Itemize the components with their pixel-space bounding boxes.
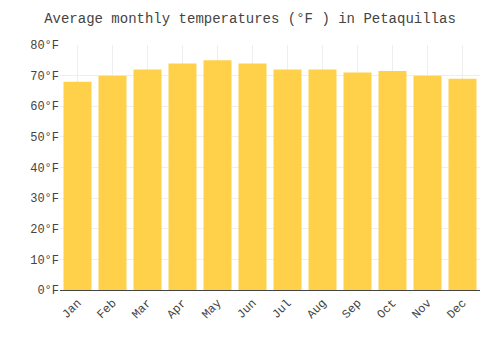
svg-text:Dec: Dec <box>444 297 469 322</box>
svg-text:40°F: 40°F <box>30 162 59 176</box>
svg-text:80°F: 80°F <box>30 39 59 53</box>
svg-text:Mar: Mar <box>129 297 154 322</box>
svg-text:Nov: Nov <box>409 297 434 322</box>
svg-text:0°F: 0°F <box>37 284 59 298</box>
svg-text:30°F: 30°F <box>30 192 59 206</box>
svg-text:Jan: Jan <box>59 297 84 322</box>
svg-text:Average monthly temperatures (: Average monthly temperatures (°F ) in Pe… <box>44 11 456 27</box>
svg-text:Jul: Jul <box>269 297 294 322</box>
svg-text:Aug: Aug <box>304 297 329 322</box>
svg-text:20°F: 20°F <box>30 223 59 237</box>
svg-text:May: May <box>199 297 224 322</box>
svg-text:60°F: 60°F <box>30 100 59 114</box>
svg-text:10°F: 10°F <box>30 254 59 268</box>
svg-text:50°F: 50°F <box>30 131 59 145</box>
svg-text:Oct: Oct <box>374 297 399 322</box>
svg-text:Jun: Jun <box>234 297 259 322</box>
svg-text:Sep: Sep <box>339 297 364 322</box>
svg-text:Apr: Apr <box>164 297 189 322</box>
svg-text:70°F: 70°F <box>30 70 59 84</box>
svg-text:Feb: Feb <box>94 297 119 322</box>
